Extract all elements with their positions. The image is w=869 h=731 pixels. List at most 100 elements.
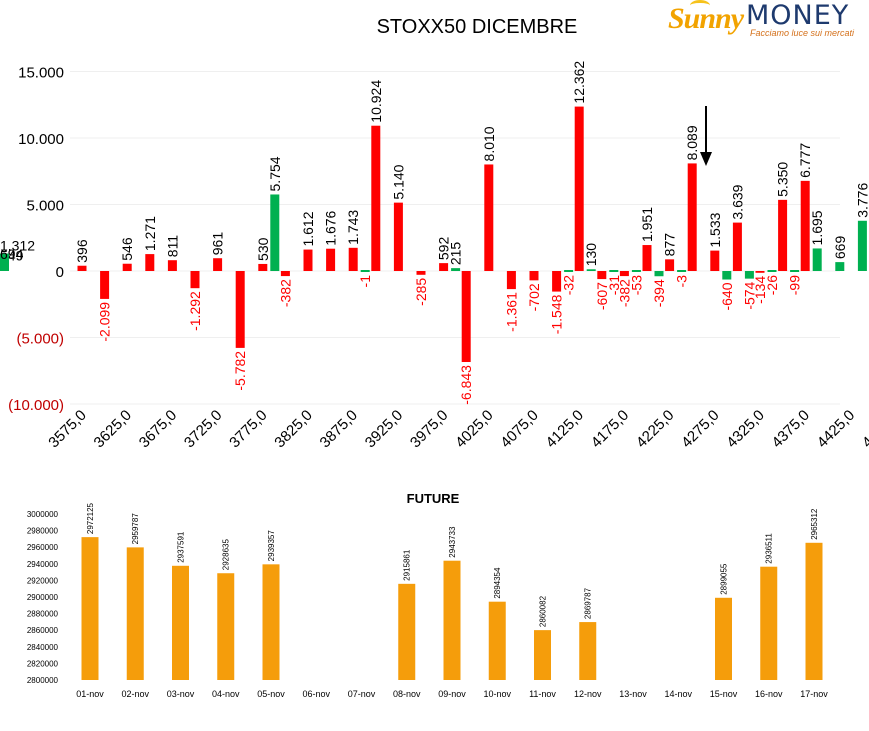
y-tick-label: (5.000) (16, 331, 64, 348)
logo-tagline: Facciamo luce sui mercati (750, 28, 855, 38)
bar-red (371, 125, 381, 271)
bar-red (778, 199, 788, 271)
future-data-label: 2915861 (403, 549, 412, 581)
bar-red (529, 271, 539, 281)
future-x-tick-label: 14-nov (664, 689, 692, 699)
future-data-label: 2869787 (584, 587, 593, 619)
future-data-label: 2937591 (177, 531, 186, 563)
data-label: 530 (255, 237, 271, 261)
bar-green (586, 269, 596, 271)
data-label: 3.776 (854, 183, 869, 218)
future-data-label: 2972125 (86, 502, 95, 534)
data-label: 215 (448, 242, 464, 266)
sun-icon (690, 0, 710, 11)
y-tick-label: 5.000 (26, 198, 64, 215)
bar-red (665, 259, 675, 271)
data-label: -31 (606, 275, 622, 295)
data-label: 961 (210, 232, 226, 256)
data-label: -99 (787, 275, 803, 295)
data-label: -702 (526, 283, 542, 311)
future-y-tick-label: 2820000 (27, 659, 59, 668)
future-x-tick-label: 10-nov (483, 689, 511, 699)
data-label: -26 (764, 275, 780, 295)
bar-red (122, 263, 132, 271)
data-label: 130 (583, 243, 599, 267)
data-label: 1.271 (142, 216, 158, 251)
data-label: 5.350 (775, 162, 791, 197)
data-label: -3 (674, 275, 690, 288)
future-y-tick-label: 2880000 (27, 610, 59, 619)
sunny-money-logo: Sunny MONEY Facciamo luce sui mercati (668, 0, 868, 40)
bar-red (461, 271, 471, 363)
future-bar (398, 583, 416, 680)
data-label: 546 (119, 237, 135, 261)
future-bar (760, 566, 778, 680)
future-data-label: 2959787 (131, 513, 140, 545)
future-bar (217, 573, 235, 680)
x-tick-label: 3825,0 (271, 407, 315, 451)
x-tick-label: 3725,0 (181, 407, 225, 451)
future-data-label: 2899055 (720, 563, 729, 595)
bar-green (360, 270, 370, 272)
x-tick-label: 3775,0 (226, 407, 270, 451)
future-x-tick-label: 13-nov (619, 689, 647, 699)
bar-green (654, 271, 664, 277)
data-label: 1.612 (300, 211, 316, 246)
y-tick-label: 10.000 (18, 131, 64, 148)
future-bar (488, 601, 506, 680)
logo-text-sunny: Sunny (668, 2, 744, 35)
future-data-label: 2860082 (539, 595, 548, 627)
x-tick-label: 3925,0 (362, 407, 406, 451)
data-label: 6.777 (797, 143, 813, 178)
future-bar (81, 537, 99, 680)
data-label: -1.548 (549, 294, 565, 334)
x-tick-label: 3625,0 (91, 407, 135, 451)
future-bar (126, 547, 144, 680)
bar-red (755, 271, 765, 273)
bar-red (303, 249, 313, 271)
bar-green (722, 271, 732, 280)
future-y-tick-label: 2980000 (27, 527, 59, 536)
data-label: 8.089 (684, 125, 700, 160)
bar-green (812, 248, 822, 271)
future-x-tick-label: 06-nov (302, 689, 330, 699)
data-label: -5.782 (232, 351, 248, 391)
future-data-label: 2943733 (448, 526, 457, 558)
data-label: 1.951 (639, 207, 655, 242)
data-label: -134 (752, 276, 768, 304)
bar-red (145, 254, 155, 271)
bar-red (619, 271, 629, 277)
bar-green (270, 194, 280, 271)
bar-red (710, 250, 720, 271)
logo-text-money: MONEY (746, 0, 850, 31)
future-x-tick-label: 15-nov (710, 689, 738, 699)
bar-red (213, 258, 223, 271)
bar-green (564, 270, 574, 272)
bar-red (439, 263, 449, 271)
future-x-tick-label: 08-nov (393, 689, 421, 699)
future-x-tick-label: 12-nov (574, 689, 602, 699)
bar-green (631, 270, 641, 272)
x-tick-label: 3675,0 (136, 407, 180, 451)
future-y-tick-label: 2920000 (27, 576, 59, 585)
bar-red (800, 180, 810, 271)
x-tick-label: 4125,0 (543, 407, 587, 451)
x-tick-label: 4225,0 (633, 407, 677, 451)
future-y-tick-label: 2840000 (27, 643, 59, 652)
future-y-tick-label: 2940000 (27, 560, 59, 569)
data-label: -285 (413, 278, 429, 306)
x-tick-label: 4075,0 (497, 407, 541, 451)
bar-green (677, 270, 687, 272)
future-x-tick-label: 07-nov (348, 689, 376, 699)
data-label: 396 (74, 239, 90, 263)
bar-green (451, 268, 461, 271)
data-label: 5.754 (267, 156, 283, 191)
bar-red (574, 106, 584, 271)
chart-title: STOXX50 DICEMBRE (377, 16, 578, 38)
data-label: 1.743 (345, 210, 361, 245)
data-label: 694 (0, 246, 24, 262)
future-y-tick-label: 2860000 (27, 626, 59, 635)
bar-red (100, 271, 110, 299)
data-label: -574 (741, 281, 757, 309)
